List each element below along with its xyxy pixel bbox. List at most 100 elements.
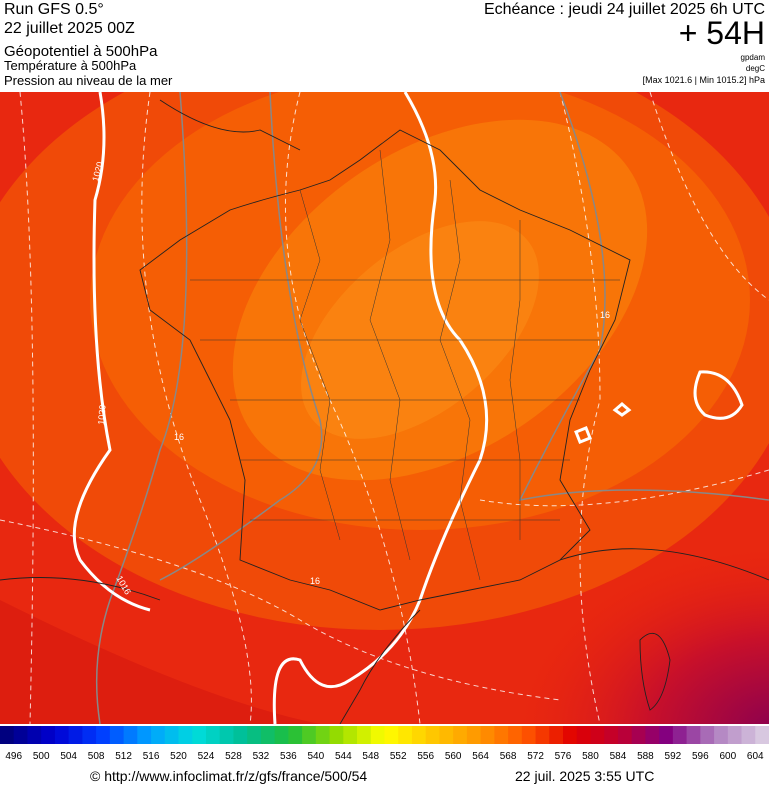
color-swatch [453, 726, 468, 744]
scale-label: 520 [170, 751, 187, 762]
scale-label: 500 [33, 751, 50, 762]
color-swatch [590, 726, 605, 744]
color-swatch [398, 726, 413, 744]
color-swatch [0, 726, 15, 744]
color-swatch [123, 726, 138, 744]
scale-label: 568 [500, 751, 517, 762]
color-swatch [274, 726, 289, 744]
color-swatch [466, 726, 482, 744]
color-swatch [109, 726, 125, 744]
color-swatch [604, 726, 619, 744]
color-swatch [178, 726, 193, 744]
color-swatch [686, 726, 701, 744]
scale-label: 556 [417, 751, 434, 762]
color-swatch [82, 726, 97, 744]
color-swatch [260, 726, 276, 744]
color-swatch [714, 726, 729, 744]
scale-label: 508 [88, 751, 105, 762]
scale-label: 576 [555, 751, 572, 762]
color-swatch [96, 726, 111, 744]
color-swatch [302, 726, 317, 744]
color-swatch [192, 726, 207, 744]
pressure-range: [Max 1021.6 | Min 1015.2] hPa [643, 75, 765, 85]
unit: gpdam [741, 53, 766, 62]
scale-label: 552 [390, 751, 407, 762]
color-swatch [411, 726, 427, 744]
color-swatch [521, 726, 537, 744]
color-swatch [480, 726, 495, 744]
contour-label: 16 [310, 576, 320, 586]
contour-label: 16 [600, 310, 610, 320]
color-swatch [755, 726, 769, 744]
scale-label: 516 [143, 751, 160, 762]
scale-label: 540 [307, 751, 324, 762]
map: 1020 1020 1016 16 16 16 [0, 92, 769, 724]
scale-label: 588 [637, 751, 654, 762]
color-swatch [617, 726, 633, 744]
color-swatch [205, 726, 221, 744]
color-swatch [164, 726, 180, 744]
scale-label: 504 [60, 751, 77, 762]
color-swatch [439, 726, 454, 744]
scale-label: 548 [362, 751, 379, 762]
scale-label: 560 [445, 751, 462, 762]
color-swatch [549, 726, 564, 744]
field2: Température à 500hPa [4, 58, 137, 73]
color-swatch [27, 726, 42, 744]
color-swatch [576, 726, 591, 744]
scale-label: 496 [5, 751, 22, 762]
color-swatch [343, 726, 358, 744]
color-swatch [508, 726, 523, 744]
color-swatch [315, 726, 331, 744]
run: Run GFS 0.5° [4, 1, 104, 18]
color-swatch [370, 726, 385, 744]
source: © http://www.infoclimat.fr/z/gfs/france/… [90, 768, 367, 784]
color-swatch [151, 726, 166, 744]
color-swatch [494, 726, 509, 744]
unit: degC [746, 64, 765, 73]
scale-label: 564 [472, 751, 489, 762]
color-swatch [425, 726, 440, 744]
scale-label: 596 [692, 751, 709, 762]
color-swatch [288, 726, 303, 744]
color-swatch [535, 726, 550, 744]
color-swatch [68, 726, 83, 744]
color-swatch [329, 726, 344, 744]
scale-label: 528 [225, 751, 242, 762]
run-date: 22 juillet 2025 00Z [4, 20, 135, 37]
contour-label: 16 [174, 432, 184, 442]
lead-time: + 54H [679, 15, 765, 51]
color-swatch [233, 726, 248, 744]
scale-label: 600 [719, 751, 736, 762]
color-swatch [645, 726, 660, 744]
contour-label: 1020 [96, 404, 108, 425]
scale-label: 584 [610, 751, 627, 762]
color-swatch [741, 726, 756, 744]
scale-label: 524 [198, 751, 215, 762]
color-swatch [54, 726, 70, 744]
scale-label: 572 [527, 751, 544, 762]
color-swatch [137, 726, 152, 744]
field3: Pression au niveau de la mer [4, 73, 173, 88]
color-scale: 496 500 504 508 512 516 520 524 528 532 536 540 544 5… [0, 726, 769, 762]
scale-label: 512 [115, 751, 132, 762]
color-swatch [357, 726, 372, 744]
color-swatch [41, 726, 56, 744]
scale-label: 532 [253, 751, 270, 762]
color-swatch [563, 726, 578, 744]
color-swatch [672, 726, 688, 744]
color-swatch [247, 726, 262, 744]
scale-label: 536 [280, 751, 297, 762]
field: Géopotentiel à 500hPa [4, 43, 158, 60]
scale-label: 592 [665, 751, 682, 762]
color-swatch [727, 726, 743, 744]
timestamp: 22 juil. 2025 3:55 UTC [515, 768, 654, 784]
scale-label: 544 [335, 751, 352, 762]
scale-label: 604 [747, 751, 764, 762]
color-swatch [659, 726, 674, 744]
color-swatch [384, 726, 399, 744]
scale-label: 580 [582, 751, 599, 762]
valid-time: Echéance : jeudi 24 juillet 2025 6h UTC [484, 1, 765, 18]
